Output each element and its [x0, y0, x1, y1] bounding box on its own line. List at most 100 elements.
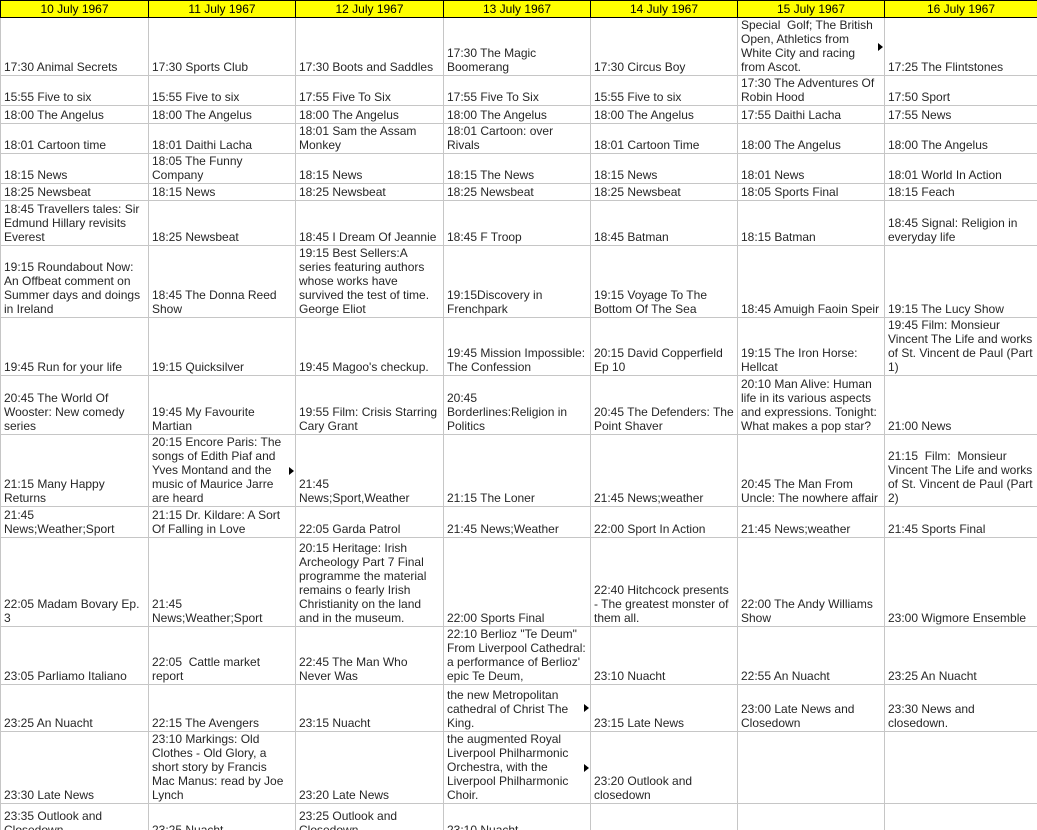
schedule-cell[interactable]: 17:50 Sport — [884, 75, 1037, 106]
schedule-cell[interactable]: 23:15 Late News — [590, 684, 738, 732]
schedule-cell[interactable]: 17:30 Boots and Saddles — [295, 17, 444, 76]
schedule-cell[interactable]: 23:30 News and closedown. — [884, 684, 1037, 732]
schedule-cell[interactable]: 18:25 Newsbeat — [295, 183, 444, 201]
date-header[interactable]: 10 July 1967 — [0, 0, 149, 18]
schedule-cell[interactable]: 18:01 News — [737, 153, 885, 184]
schedule-cell[interactable]: 18:00 The Angelus — [148, 105, 296, 124]
schedule-cell[interactable]: 21:45 News;Weather — [443, 506, 591, 538]
schedule-cell[interactable]: 19:15Discovery in Frenchpark — [443, 245, 591, 318]
schedule-cell[interactable]: 20:10 Man Alive: Human life in its vario… — [737, 375, 885, 435]
schedule-cell[interactable]: 19:15 The Iron Horse: Hellcat — [737, 317, 885, 376]
schedule-cell[interactable]: 22:40 Hitchcock presents - The greatest … — [590, 537, 738, 627]
schedule-cell[interactable]: 23:15 Nuacht — [295, 684, 444, 732]
schedule-cell[interactable]: 18:45 Amuigh Faoin Speir — [737, 245, 885, 318]
schedule-cell[interactable]: 20:45 Borderlines:Religion in Politics — [443, 375, 591, 435]
schedule-cell[interactable]: 19:45 My Favourite Martian — [148, 375, 296, 435]
schedule-cell[interactable]: 18:01 Cartoon time — [0, 123, 149, 154]
schedule-cell[interactable]: 18:45 I Dream Of Jeannie — [295, 200, 444, 246]
schedule-cell[interactable]: 18:00 The Angelus — [884, 123, 1037, 154]
schedule-cell[interactable]: 18:15 News — [148, 183, 296, 201]
schedule-cell[interactable]: the new Metropolitan cathedral of Christ… — [443, 684, 591, 732]
schedule-cell[interactable]: 22:00 Sport In Action — [590, 506, 738, 538]
schedule-cell[interactable]: 21:45 News;weather — [737, 506, 885, 538]
schedule-cell[interactable]: 19:15 Voyage To The Bottom Of The Sea — [590, 245, 738, 318]
schedule-cell[interactable]: 15:55 Five to six — [590, 75, 738, 106]
schedule-cell[interactable]: 18:01 Sam the Assam Monkey — [295, 123, 444, 154]
date-header[interactable]: 12 July 1967 — [295, 0, 444, 18]
schedule-cell[interactable]: 20:15 Heritage: Irish Archeology Part 7 … — [295, 537, 444, 627]
schedule-cell[interactable]: 23:20 Late News — [295, 731, 444, 804]
schedule-cell[interactable]: 18:15 News — [0, 153, 149, 184]
schedule-cell[interactable]: 23:10 Nuacht — [590, 626, 738, 685]
date-header[interactable]: 13 July 1967 — [443, 0, 591, 18]
schedule-cell[interactable]: 22:05 Madam Bovary Ep. 3 — [0, 537, 149, 627]
schedule-cell[interactable]: 19:45 Film: Monsieur Vincent The Life an… — [884, 317, 1037, 376]
schedule-cell[interactable]: 22:05 Cattle market report — [148, 626, 296, 685]
schedule-cell[interactable]: 23:05 Parliamo Italiano — [0, 626, 149, 685]
schedule-cell[interactable] — [590, 803, 738, 830]
schedule-cell[interactable]: 17:30 The Adventures Of Robin Hood — [737, 75, 885, 106]
schedule-cell[interactable]: 18:15 Batman — [737, 200, 885, 246]
schedule-cell[interactable]: 18:01 Cartoon Time — [590, 123, 738, 154]
schedule-cell[interactable]: 23:25 An Nuacht — [884, 626, 1037, 685]
schedule-cell[interactable]: 19:55 Film: Crisis Starring Cary Grant — [295, 375, 444, 435]
schedule-cell[interactable] — [884, 803, 1037, 830]
schedule-cell[interactable]: 23:10 Nuacht — [443, 803, 591, 830]
schedule-cell[interactable]: 15:55 Five to six — [0, 75, 149, 106]
schedule-cell[interactable]: 23:00 Wigmore Ensemble — [884, 537, 1037, 627]
schedule-cell[interactable] — [737, 803, 885, 830]
schedule-cell[interactable]: 21:15 The Loner — [443, 434, 591, 507]
schedule-cell[interactable]: 22:55 An Nuacht — [737, 626, 885, 685]
schedule-cell[interactable]: 21:45 News;Sport,Weather — [295, 434, 444, 507]
schedule-cell[interactable]: 18:45 Batman — [590, 200, 738, 246]
schedule-cell[interactable]: 17:30 Animal Secrets — [0, 17, 149, 76]
schedule-cell[interactable]: 18:00 The Angelus — [443, 105, 591, 124]
schedule-cell[interactable]: 18:25 Newsbeat — [590, 183, 738, 201]
schedule-cell[interactable]: 18:15 News — [295, 153, 444, 184]
date-header[interactable]: 11 July 1967 — [148, 0, 296, 18]
schedule-cell[interactable]: 17:55 Five To Six — [295, 75, 444, 106]
schedule-cell[interactable]: 20:45 The Defenders: The Point Shaver — [590, 375, 738, 435]
schedule-cell[interactable]: 21:45 Sports Final — [884, 506, 1037, 538]
schedule-cell[interactable]: 22:00 The Andy Williams Show — [737, 537, 885, 627]
schedule-cell[interactable]: 18:01 Daithi Lacha — [148, 123, 296, 154]
schedule-cell[interactable]: 18:15 The News — [443, 153, 591, 184]
schedule-cell[interactable]: 18:45 F Troop — [443, 200, 591, 246]
schedule-cell[interactable]: 23:20 Outlook and closedown — [590, 731, 738, 804]
schedule-cell[interactable]: 22:15 The Avengers — [148, 684, 296, 732]
schedule-cell[interactable]: 21:15 Dr. Kildare: A Sort Of Falling in … — [148, 506, 296, 538]
schedule-cell[interactable]: 22:00 Sports Final — [443, 537, 591, 627]
schedule-cell[interactable]: 18:25 Newsbeat — [148, 200, 296, 246]
date-header[interactable]: 16 July 1967 — [884, 0, 1037, 18]
schedule-cell[interactable]: 22:45 The Man Who Never Was — [295, 626, 444, 685]
date-header[interactable]: 15 July 1967 — [737, 0, 885, 18]
schedule-cell[interactable]: 17:55 News — [884, 105, 1037, 124]
schedule-cell[interactable]: 17:30 Sports Club — [148, 17, 296, 76]
schedule-cell[interactable]: 17:55 Five To Six — [443, 75, 591, 106]
schedule-cell[interactable]: 23:00 Late News and Closedown — [737, 684, 885, 732]
schedule-cell[interactable]: 19:15 The Lucy Show — [884, 245, 1037, 318]
schedule-cell[interactable]: 18:45 Travellers tales: Sir Edmund Hilla… — [0, 200, 149, 246]
schedule-cell[interactable]: 21:15 Many Happy Returns — [0, 434, 149, 507]
schedule-cell[interactable]: 18:00 The Angelus — [590, 105, 738, 124]
schedule-cell[interactable]: 19:45 Magoo's checkup. — [295, 317, 444, 376]
schedule-cell[interactable]: 21:45 News;Weather;Sport — [148, 537, 296, 627]
schedule-cell[interactable]: 20:45 The Man From Uncle: The nowhere af… — [737, 434, 885, 507]
schedule-cell[interactable]: 17:55 Daithi Lacha — [737, 105, 885, 124]
schedule-cell[interactable]: 18:45 The Donna Reed Show — [148, 245, 296, 318]
schedule-cell[interactable] — [884, 731, 1037, 804]
schedule-cell[interactable]: 17:30 The Magic Boomerang — [443, 17, 591, 76]
schedule-cell[interactable]: 23:25 An Nuacht — [0, 684, 149, 732]
schedule-cell[interactable]: 20:15 David Copperfield Ep 10 — [590, 317, 738, 376]
schedule-cell[interactable]: 23:10 Markings: Old Clothes - Old Glory,… — [148, 731, 296, 804]
schedule-cell[interactable]: 20:15 Encore Paris: The songs of Edith P… — [148, 434, 296, 507]
schedule-cell[interactable]: 22:05 Garda Patrol — [295, 506, 444, 538]
schedule-cell[interactable]: 18:15 News — [590, 153, 738, 184]
schedule-cell[interactable]: 21:00 News — [884, 375, 1037, 435]
schedule-cell[interactable]: 15:55 Five to six — [148, 75, 296, 106]
schedule-cell[interactable]: 22:10 Berlioz "Te Deum" From Liverpool C… — [443, 626, 591, 685]
schedule-cell[interactable]: 18:00 The Angelus — [295, 105, 444, 124]
schedule-cell[interactable]: 19:45 Run for your life — [0, 317, 149, 376]
schedule-cell[interactable]: 17:30 Circus Boy — [590, 17, 738, 76]
schedule-cell[interactable] — [737, 731, 885, 804]
